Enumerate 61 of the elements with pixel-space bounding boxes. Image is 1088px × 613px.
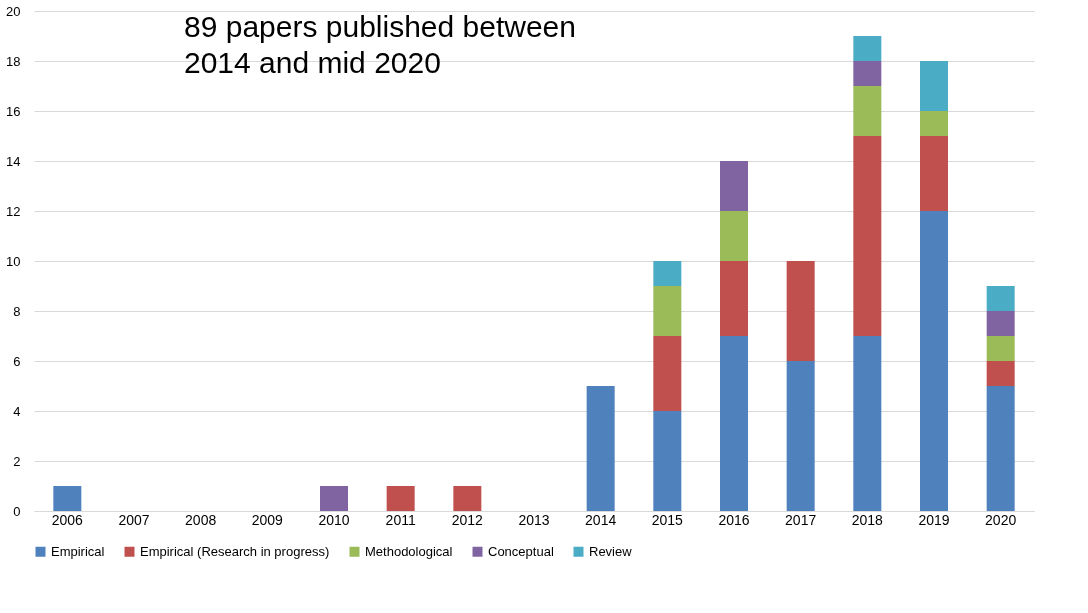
x-tick-label: 2018 bbox=[851, 511, 884, 528]
x-tick-label: 2010 bbox=[318, 511, 350, 528]
bar bbox=[853, 136, 882, 336]
bar bbox=[853, 86, 882, 136]
x-tick-label: 2013 bbox=[518, 511, 550, 528]
bar bbox=[720, 336, 748, 511]
bar bbox=[920, 111, 948, 136]
bar bbox=[320, 486, 348, 511]
bar bbox=[986, 286, 1015, 311]
y-tick-label: 10 bbox=[6, 253, 21, 269]
x-tick-label: 2012 bbox=[451, 511, 484, 528]
bar bbox=[720, 261, 748, 336]
bar bbox=[920, 61, 948, 111]
bar bbox=[986, 361, 1015, 386]
y-tick-label: 4 bbox=[13, 403, 21, 419]
bar bbox=[920, 136, 948, 211]
y-tick-label: 8 bbox=[13, 303, 21, 319]
bar bbox=[386, 486, 415, 511]
bar bbox=[986, 386, 1015, 511]
legend-label: Methodological bbox=[365, 543, 453, 559]
y-tick-label: 12 bbox=[6, 203, 21, 219]
bar bbox=[720, 161, 748, 211]
y-tick-label: 0 bbox=[13, 503, 21, 519]
bar bbox=[453, 486, 482, 511]
bar bbox=[853, 61, 882, 86]
x-tick-label: 2020 bbox=[985, 511, 1017, 528]
bar bbox=[986, 311, 1015, 336]
y-tick-label: 6 bbox=[13, 353, 21, 369]
bar bbox=[53, 486, 82, 511]
x-tick-label: 2014 bbox=[585, 511, 617, 528]
y-tick-label: 2 bbox=[13, 453, 21, 469]
legend-label: Review bbox=[589, 543, 633, 559]
bar bbox=[653, 336, 682, 411]
bar bbox=[720, 211, 748, 261]
legend-label: Empirical bbox=[51, 543, 105, 559]
x-tick-label: 2017 bbox=[785, 511, 817, 528]
y-tick-label: 16 bbox=[6, 103, 21, 119]
bar bbox=[853, 36, 882, 61]
legend-label: Empirical (Research in progress) bbox=[140, 543, 330, 559]
x-tick-label: 2011 bbox=[385, 511, 416, 528]
x-tick-label: 2015 bbox=[651, 511, 684, 528]
legend-label: Conceptual bbox=[488, 543, 554, 559]
bar bbox=[653, 261, 682, 286]
bar bbox=[853, 336, 882, 511]
bar bbox=[653, 286, 682, 336]
bar bbox=[986, 336, 1015, 361]
x-tick-label: 2009 bbox=[251, 511, 284, 528]
annotation: 89 papers published between 2014 and mid 2020 bbox=[184, 10, 576, 79]
x-tick-label: 2019 bbox=[918, 511, 950, 528]
x-tick-label: 2008 bbox=[185, 511, 217, 528]
bar bbox=[786, 261, 815, 361]
bar bbox=[786, 361, 815, 511]
y-tick-label: 20 bbox=[6, 3, 21, 19]
bar bbox=[920, 211, 948, 511]
x-tick-label: 2016 bbox=[718, 511, 750, 528]
x-tick-label: 2007 bbox=[118, 511, 150, 528]
x-tick-label: 2006 bbox=[51, 511, 84, 528]
y-tick-label: 18 bbox=[6, 53, 21, 69]
y-tick-label: 14 bbox=[6, 153, 21, 169]
bar bbox=[586, 386, 615, 511]
bar bbox=[653, 411, 682, 511]
